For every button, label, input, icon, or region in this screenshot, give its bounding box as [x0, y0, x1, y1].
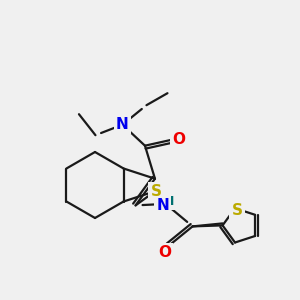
- Text: N: N: [156, 198, 169, 213]
- Text: O: O: [158, 245, 171, 260]
- Text: O: O: [172, 132, 185, 147]
- Text: S: S: [151, 184, 161, 199]
- Text: N: N: [116, 117, 129, 132]
- Text: S: S: [232, 203, 242, 218]
- Text: H: H: [164, 195, 174, 208]
